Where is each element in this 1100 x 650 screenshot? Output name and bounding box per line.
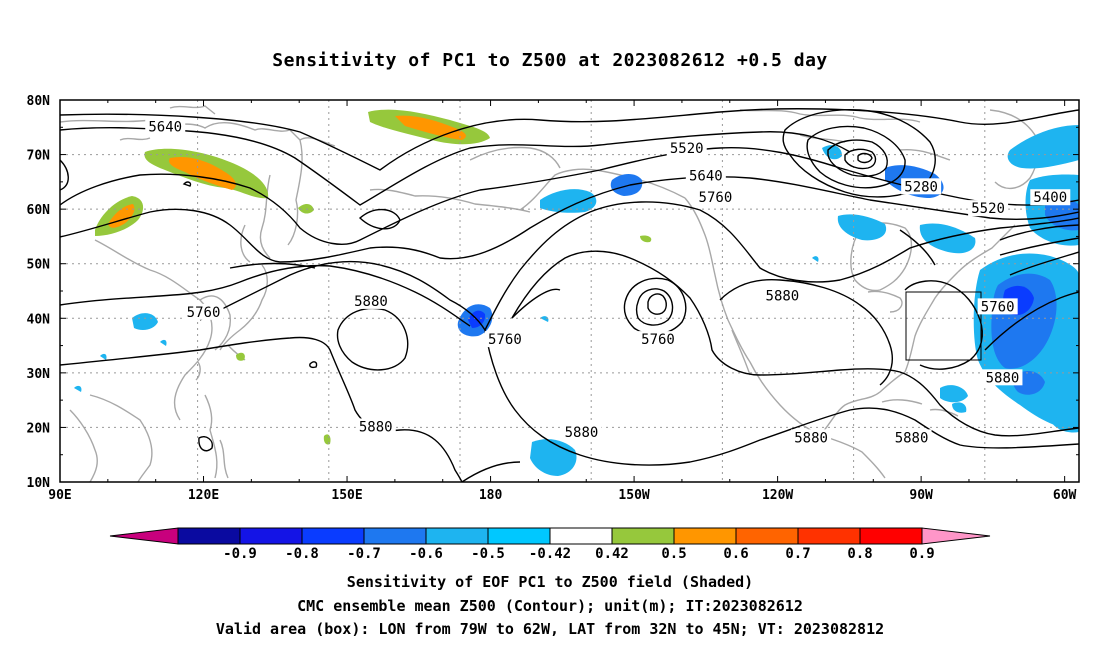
- colorbar-swatch: [301, 527, 365, 545]
- colorbar-swatch: [673, 527, 737, 545]
- contour-label-bg: [355, 418, 396, 435]
- contour-label-bg: [350, 292, 391, 309]
- lat-label: 10N: [27, 476, 51, 491]
- contour-label: 5640: [689, 168, 723, 184]
- lat-label: 50N: [27, 258, 51, 273]
- contour-label-bg: [791, 429, 832, 446]
- contour-label: 5640: [148, 119, 182, 135]
- map-plot-area: 5640 5520 5640 5760 5280 5400 5520 5760 5880 5760…: [60, 100, 1079, 482]
- lon-label: 180: [479, 488, 503, 503]
- valid-area-box: [905, 291, 982, 361]
- graticule: [60, 100, 1079, 482]
- colorbar-swatch: [363, 527, 427, 545]
- colorbar-label: -0.6: [409, 546, 443, 562]
- contour-label-bg: [762, 287, 803, 304]
- contour-label-bg: [638, 331, 679, 348]
- colorbar-swatch: [735, 527, 799, 545]
- lat-label: 20N: [27, 421, 51, 436]
- contour-label: 5280: [904, 179, 938, 195]
- colorbar-label: -0.7: [347, 546, 381, 562]
- colorbar-label: 0.7: [785, 546, 810, 562]
- contour-label: 5760: [488, 332, 522, 348]
- contour-label: 5880: [354, 294, 388, 310]
- caption-shading: Sensitivity of EOF PC1 to Z500 field (Sh…: [346, 573, 754, 591]
- colorbar-high-arrow: [921, 527, 991, 545]
- contour-label-bg: [561, 423, 602, 440]
- colorbar: [109, 527, 991, 545]
- lat-label: 80N: [27, 94, 51, 109]
- colorbar-label: -0.42: [529, 546, 571, 562]
- contour-label: 5520: [670, 141, 704, 157]
- lon-label: 150E: [331, 488, 362, 503]
- map-title: Sensitivity of PC1 to Z500 at 2023082612…: [272, 50, 828, 71]
- lon-label: 150W: [618, 488, 649, 503]
- colorbar-label: 0.5: [661, 546, 686, 562]
- colorbar-swatch: [177, 527, 241, 545]
- lat-label: 60N: [27, 203, 51, 218]
- contour-label: 5520: [971, 201, 1005, 217]
- contour-labels: 5640 5520 5640 5760 5280 5400 5520 5760 5880 5760…: [145, 118, 1071, 446]
- axis-ticks: [59, 99, 1079, 483]
- lon-label: 90W: [909, 488, 933, 503]
- colorbar-swatch: [425, 527, 489, 545]
- contour-label-bg: [695, 189, 736, 206]
- contour-label: 5880: [895, 430, 929, 446]
- contour-label-bg: [977, 298, 1018, 315]
- contour-label: 5760: [187, 305, 221, 321]
- colorbar-labels: -0.9 -0.8 -0.7 -0.6 -0.5 -0.42 0.42 0.5 0.6 0.7 0.…: [223, 546, 935, 562]
- latitude-labels: 80N 70N 60N 50N 40N 30N 20N 10N: [27, 94, 51, 491]
- sensitivity-shading: [74, 109, 1079, 476]
- contour-label-bg: [1030, 189, 1071, 206]
- colorbar-label: -0.9: [223, 546, 257, 562]
- contour-label-bg: [901, 178, 942, 195]
- contour-label: 5880: [359, 419, 393, 435]
- colorbar-label: 0.8: [847, 546, 872, 562]
- longitude-labels: 90E 120E 150E 180 150W 120W 90W 60W: [48, 488, 1076, 503]
- colorbar-label: 0.6: [723, 546, 748, 562]
- caption-contour: CMC ensemble mean Z500 (Contour); unit(m…: [297, 597, 803, 615]
- contour-label: 5760: [641, 332, 675, 348]
- lat-label: 40N: [27, 312, 51, 327]
- lat-label: 30N: [27, 367, 51, 382]
- contour-label: 5880: [565, 425, 599, 441]
- contour-label-bg: [968, 200, 1009, 217]
- caption-valid-area: Valid area (box): LON from 79W to 62W, L…: [215, 620, 885, 638]
- contour-label: 5760: [699, 190, 733, 206]
- contour-label-bg: [666, 140, 707, 157]
- colorbar-swatch: [239, 527, 303, 545]
- colorbar-swatch: [797, 527, 861, 545]
- lon-label: 120E: [188, 488, 219, 503]
- colorbar-label: 0.9: [909, 546, 934, 562]
- colorbar-label: -0.8: [285, 546, 319, 562]
- colorbar-swatch: [549, 527, 613, 545]
- contour-label: 5760: [981, 299, 1015, 315]
- lat-label: 70N: [27, 149, 51, 164]
- contour-label-bg: [145, 118, 186, 135]
- colorbar-swatch: [487, 527, 551, 545]
- contour-label: 5880: [794, 430, 828, 446]
- colorbar-low-arrow: [109, 527, 179, 545]
- colorbar-swatch: [611, 527, 675, 545]
- lon-label: 90E: [48, 488, 71, 503]
- contour-label-bg: [685, 167, 726, 184]
- lon-label: 60W: [1053, 488, 1077, 503]
- contour-label-bg: [891, 429, 932, 446]
- contour-label-bg: [982, 369, 1023, 386]
- colorbar-swatch: [859, 527, 923, 545]
- contour-label: 5880: [986, 370, 1020, 386]
- contour-label: 5400: [1033, 190, 1067, 206]
- contour-label-bg: [484, 331, 525, 348]
- lon-label: 120W: [762, 488, 793, 503]
- colorbar-label: 0.42: [595, 546, 629, 562]
- colorbar-label: -0.5: [471, 546, 505, 562]
- contour-label-bg: [183, 303, 224, 320]
- contour-label: 5880: [766, 288, 800, 304]
